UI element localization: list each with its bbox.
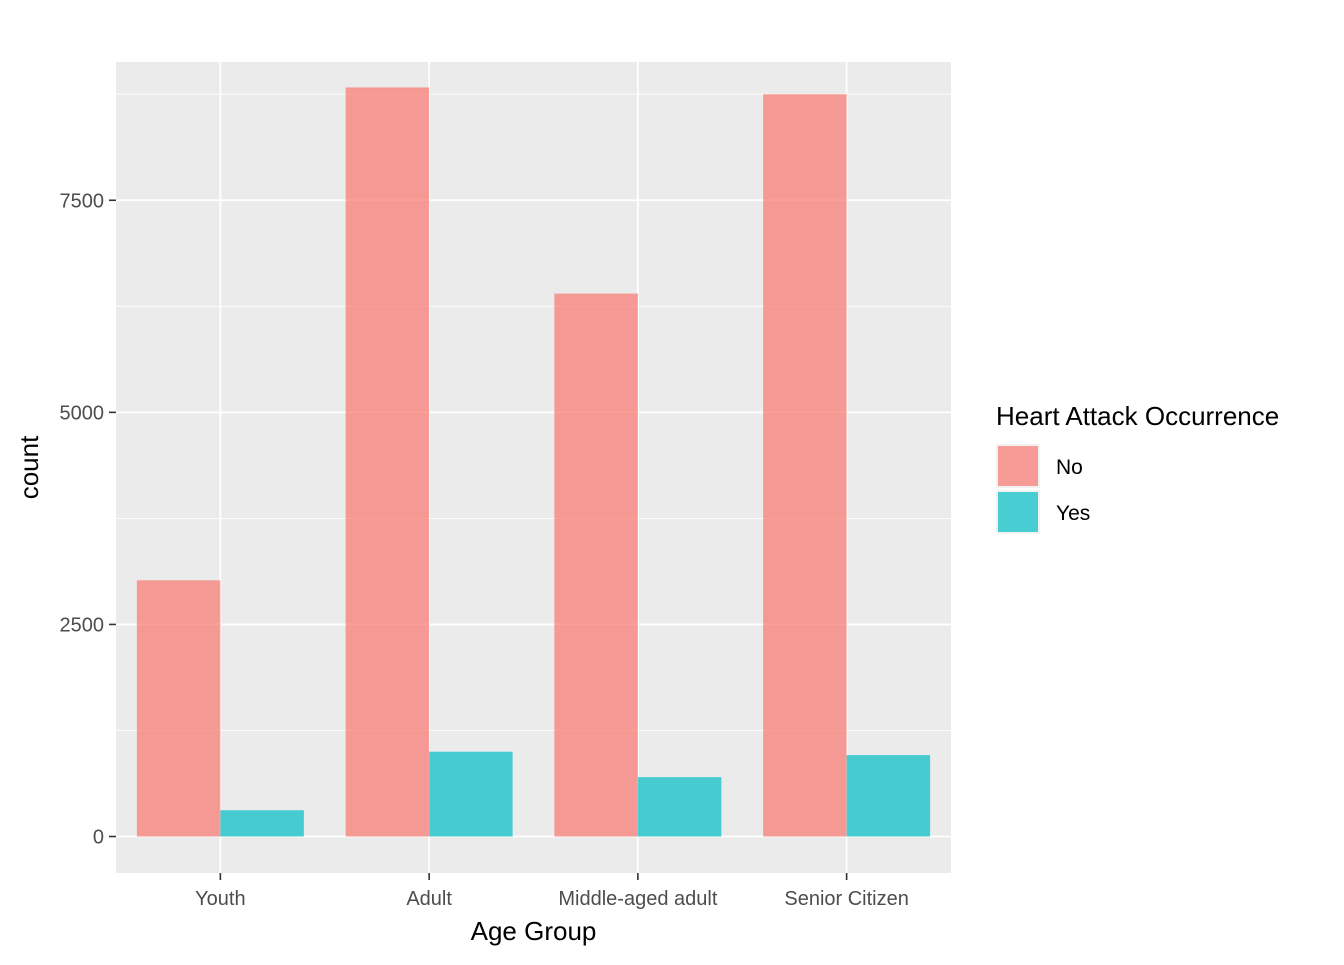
x-axis-title: Age Group — [471, 916, 597, 946]
bar-no-youth — [136, 580, 221, 837]
x-tick-label: Senior Citizen — [784, 888, 909, 910]
bar-no-senior-citizen — [763, 94, 847, 837]
x-tick-label: Youth — [195, 888, 245, 910]
bar-yes-adult — [429, 751, 513, 837]
legend-label-no: No — [1056, 456, 1083, 479]
bar-yes-middle-aged-adult — [637, 777, 722, 837]
bar-no-middle-aged-adult — [554, 293, 638, 837]
y-axis-title: count — [14, 435, 44, 499]
y-tick-label: 5000 — [60, 402, 105, 424]
y-tick-label: 2500 — [60, 614, 105, 636]
legend-swatch-no — [998, 446, 1038, 486]
x-axis: Youth Adult Middle-aged adult Senior Citize… — [195, 873, 909, 910]
legend-label-yes: Yes — [1056, 502, 1090, 525]
bar-yes-senior-citizen — [846, 755, 931, 837]
legend-swatch-yes — [998, 492, 1038, 532]
y-tick-label: 0 — [93, 827, 104, 849]
legend-title: Heart Attack Occurrence — [996, 401, 1279, 431]
bar-yes-youth — [220, 810, 304, 837]
bars — [136, 87, 931, 837]
x-tick-label: Adult — [406, 888, 452, 910]
bar-no-adult — [345, 87, 430, 837]
x-tick-label: Middle-aged adult — [558, 888, 717, 910]
y-tick-label: 7500 — [60, 190, 105, 212]
legend: Heart Attack Occurrence No Yes — [996, 401, 1279, 534]
y-axis: 0 2500 5000 7500 — [60, 190, 116, 849]
